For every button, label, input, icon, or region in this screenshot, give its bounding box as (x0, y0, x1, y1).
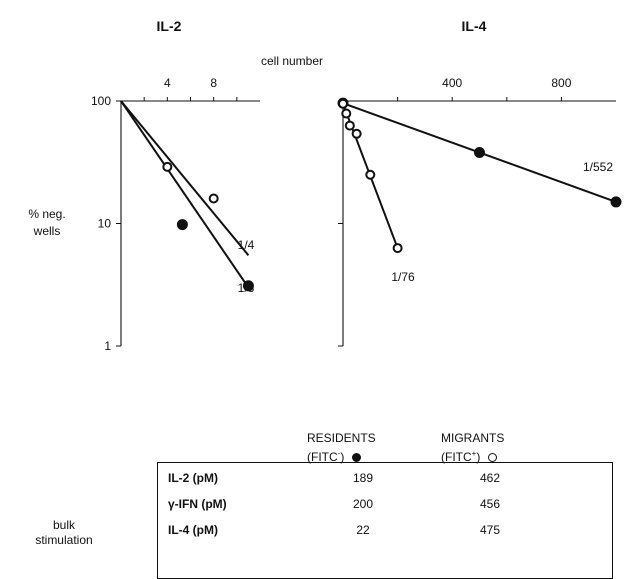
table-row: γ-IFN (pM) 200 456 (158, 497, 612, 517)
x-tick-label: 800 (551, 76, 571, 90)
legend-residents-sub: (FITC (307, 450, 338, 464)
migrants-data-point (341, 108, 352, 119)
row-label: IL-4 (pM) (168, 523, 218, 537)
row-label: IL-2 (pM) (168, 471, 218, 485)
y-tick-label: 10 (98, 217, 112, 231)
legend-migrants-title: MIGRANTS (441, 431, 505, 445)
residents-value: 189 (352, 471, 374, 485)
legend-residents-title: RESIDENTS (307, 431, 376, 445)
x-tick-label: 400 (442, 76, 462, 90)
legend-residents-sup: - (337, 449, 341, 458)
residents-value: 22 (356, 523, 370, 537)
residents-data-point (610, 196, 622, 208)
migrants-value: 462 (479, 471, 501, 485)
panel-title: IL-4 (462, 18, 487, 34)
residents-data-point (474, 146, 485, 158)
residents-fit-line (120, 100, 250, 289)
migrants-fit-line (120, 100, 250, 256)
table-row: IL-4 (pM) 22 475 (158, 523, 612, 543)
residents-data-point (242, 280, 254, 292)
bulk-label-line1: bulk (52, 518, 75, 532)
row-label: γ-IFN (pM) (168, 497, 227, 511)
migrants-frequency-label: 1/76 (391, 270, 415, 284)
x-tick-label: 8 (210, 76, 217, 90)
legend-residents-close: ) (340, 450, 345, 464)
legend-migrants-sub: (FITC (441, 450, 472, 464)
migrants-data-point (344, 120, 355, 131)
migrants-data-point (208, 193, 219, 204)
legend-migrants-close: ) (476, 450, 481, 464)
migrants-data-point (162, 161, 173, 172)
y-tick-label: 100 (91, 94, 111, 108)
y-axis-label: % neg. wells (28, 207, 65, 238)
legend-migrants-sup: + (471, 449, 477, 458)
open-circle-icon (488, 453, 498, 462)
migrants-value: 456 (479, 497, 501, 511)
table-row: IL-2 (pM) 189 462 (158, 471, 612, 491)
residents-frequency-label: 1/552 (583, 160, 613, 174)
migrants-data-point (351, 128, 362, 139)
legend: RESIDENTS (FITC-) MIGRANTS (FITC+) (0, 400, 629, 464)
migrants-value: 475 (479, 523, 501, 537)
migrants-data-point (338, 98, 348, 109)
migrants-data-point (365, 169, 376, 180)
x-tick-label: 4 (164, 76, 171, 90)
bulk-label-line2: stimulation (35, 533, 93, 547)
bulk-stimulation-label: bulk stimulation (18, 518, 110, 548)
legend-migrants: MIGRANTS (FITC+) (441, 430, 504, 465)
migrants-data-point (392, 243, 403, 254)
residents-data-point (176, 219, 188, 231)
residents-value: 200 (352, 497, 374, 511)
y-tick-label: 1 (104, 339, 111, 353)
x-axis-label: cell number (261, 54, 323, 68)
bulk-stimulation-table: IL-2 (pM) 189 462 γ-IFN (pM) 200 456 IL-… (157, 462, 613, 579)
panel-title: IL-2 (157, 18, 182, 34)
legend-residents: RESIDENTS (FITC-) (307, 430, 376, 465)
migrants-frequency-label: 1/4 (238, 238, 255, 252)
filled-circle-icon (352, 453, 362, 462)
